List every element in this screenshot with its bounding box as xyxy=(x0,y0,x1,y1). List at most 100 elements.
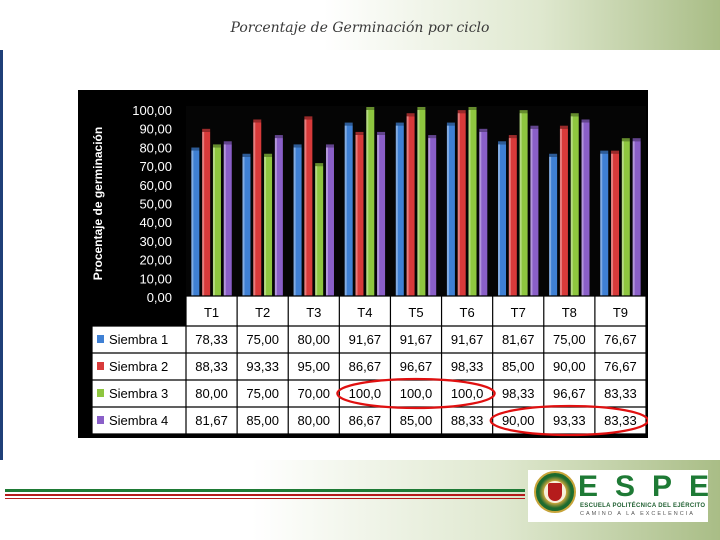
bar xyxy=(417,110,426,297)
bar xyxy=(632,141,641,297)
bar xyxy=(519,113,528,298)
bar xyxy=(395,125,404,297)
bar-top xyxy=(581,119,590,123)
x-category-label: T9 xyxy=(613,305,628,320)
x-category-label: T5 xyxy=(408,305,423,320)
bar-top xyxy=(621,138,630,142)
espe-wordmark: ESPE xyxy=(578,470,720,503)
bar-top xyxy=(446,122,455,126)
chart-panel: 100,00 90,00 80,00 70,00 60,00 50,00 40,00 30,0… xyxy=(78,90,648,438)
bar xyxy=(223,144,232,297)
y-tick-label: 10,00 xyxy=(139,271,172,286)
bar-highlight xyxy=(377,134,380,297)
bar-highlight xyxy=(242,156,245,297)
left-edge-line xyxy=(0,0,3,540)
data-cell-label: 86,67 xyxy=(349,413,382,428)
y-tick-label: 90,00 xyxy=(139,122,172,137)
bar xyxy=(498,144,507,297)
data-cell-label: 100,0 xyxy=(349,386,382,401)
bar-highlight xyxy=(417,110,420,297)
bar-top xyxy=(344,122,353,126)
data-cell-label: 83,33 xyxy=(604,413,637,428)
bar-highlight xyxy=(406,116,409,297)
data-cell-label: 96,67 xyxy=(400,359,433,374)
data-cell-label: 81,67 xyxy=(502,332,535,347)
bar-top xyxy=(223,141,232,145)
bar-highlight xyxy=(304,119,307,297)
bar-highlight xyxy=(600,153,603,297)
bar xyxy=(600,153,609,297)
bar-highlight xyxy=(549,156,552,297)
bar-top xyxy=(559,125,568,129)
data-cell-label: 85,00 xyxy=(400,413,433,428)
espe-seal-icon xyxy=(534,471,576,513)
bar-top xyxy=(479,128,488,132)
bar-top xyxy=(498,141,507,145)
bar-highlight xyxy=(274,138,277,297)
y-tick-label: 80,00 xyxy=(139,140,172,155)
footer-green-stripe xyxy=(5,489,525,492)
bar xyxy=(304,119,313,297)
bar-top xyxy=(202,128,211,132)
bar-highlight xyxy=(570,116,573,297)
legend-label: Siembra 4 xyxy=(109,413,168,428)
x-category-label: T4 xyxy=(357,305,372,320)
germination-chart: 100,00 90,00 80,00 70,00 60,00 50,00 40,00 30,0… xyxy=(91,103,648,437)
bar-top xyxy=(242,153,251,157)
y-axis-label: Procentaje de germinación xyxy=(91,127,105,280)
espe-logo: ESPE ESCUELA POLITÉCNICA DEL EJÉRCITO CA… xyxy=(528,470,709,522)
bar-top xyxy=(395,122,404,126)
data-cell-label: 80,00 xyxy=(298,413,331,428)
footer-red-stripe xyxy=(5,494,525,496)
bar xyxy=(355,134,364,297)
bar-highlight xyxy=(428,138,431,297)
data-cell-label: 80,00 xyxy=(298,332,331,347)
bar xyxy=(446,125,455,297)
bar-highlight xyxy=(498,144,501,297)
bar xyxy=(581,122,590,297)
data-cell-label: 90,00 xyxy=(553,359,586,374)
bar xyxy=(530,128,539,297)
bar-highlight xyxy=(264,156,267,297)
bar xyxy=(611,153,620,297)
bar xyxy=(479,131,488,297)
x-category-label: T6 xyxy=(460,305,475,320)
footer-red-stripe-thin xyxy=(5,498,525,499)
data-cell-label: 70,00 xyxy=(298,386,331,401)
y-tick-label: 50,00 xyxy=(139,197,172,212)
x-category-label: T1 xyxy=(204,305,219,320)
table-background xyxy=(186,296,646,434)
bar-top xyxy=(293,144,302,148)
bar xyxy=(406,116,415,297)
data-cell-label: 91,67 xyxy=(451,332,484,347)
header-band xyxy=(0,0,720,50)
bar-top xyxy=(325,144,334,148)
data-cell-label: 86,67 xyxy=(349,359,382,374)
bar-top xyxy=(530,125,539,129)
data-cell-label: 75,00 xyxy=(553,332,586,347)
bar xyxy=(559,128,568,297)
data-cell-label: 91,67 xyxy=(400,332,433,347)
espe-institution-name: ESCUELA POLITÉCNICA DEL EJÉRCITO xyxy=(580,503,706,509)
bar xyxy=(293,147,302,297)
data-cell-label: 85,00 xyxy=(246,413,279,428)
bar-highlight xyxy=(355,134,358,297)
data-cell-label: 95,00 xyxy=(298,359,331,374)
bar xyxy=(274,138,283,297)
bar xyxy=(253,122,262,297)
legend-swatch xyxy=(97,335,104,343)
bar xyxy=(457,113,466,298)
plot-area xyxy=(186,106,646,297)
bar-highlight xyxy=(212,147,215,297)
bar-highlight xyxy=(315,166,318,297)
data-cell-label: 88,33 xyxy=(195,359,228,374)
bar-top xyxy=(457,110,466,114)
bar xyxy=(325,147,334,297)
y-tick-label: 100,00 xyxy=(132,103,172,118)
x-category-label: T8 xyxy=(562,305,577,320)
highlight-ellipse xyxy=(489,404,648,437)
bar-top xyxy=(355,131,364,135)
bar-top xyxy=(428,135,437,139)
bar-top xyxy=(519,110,528,114)
bar xyxy=(549,156,558,297)
